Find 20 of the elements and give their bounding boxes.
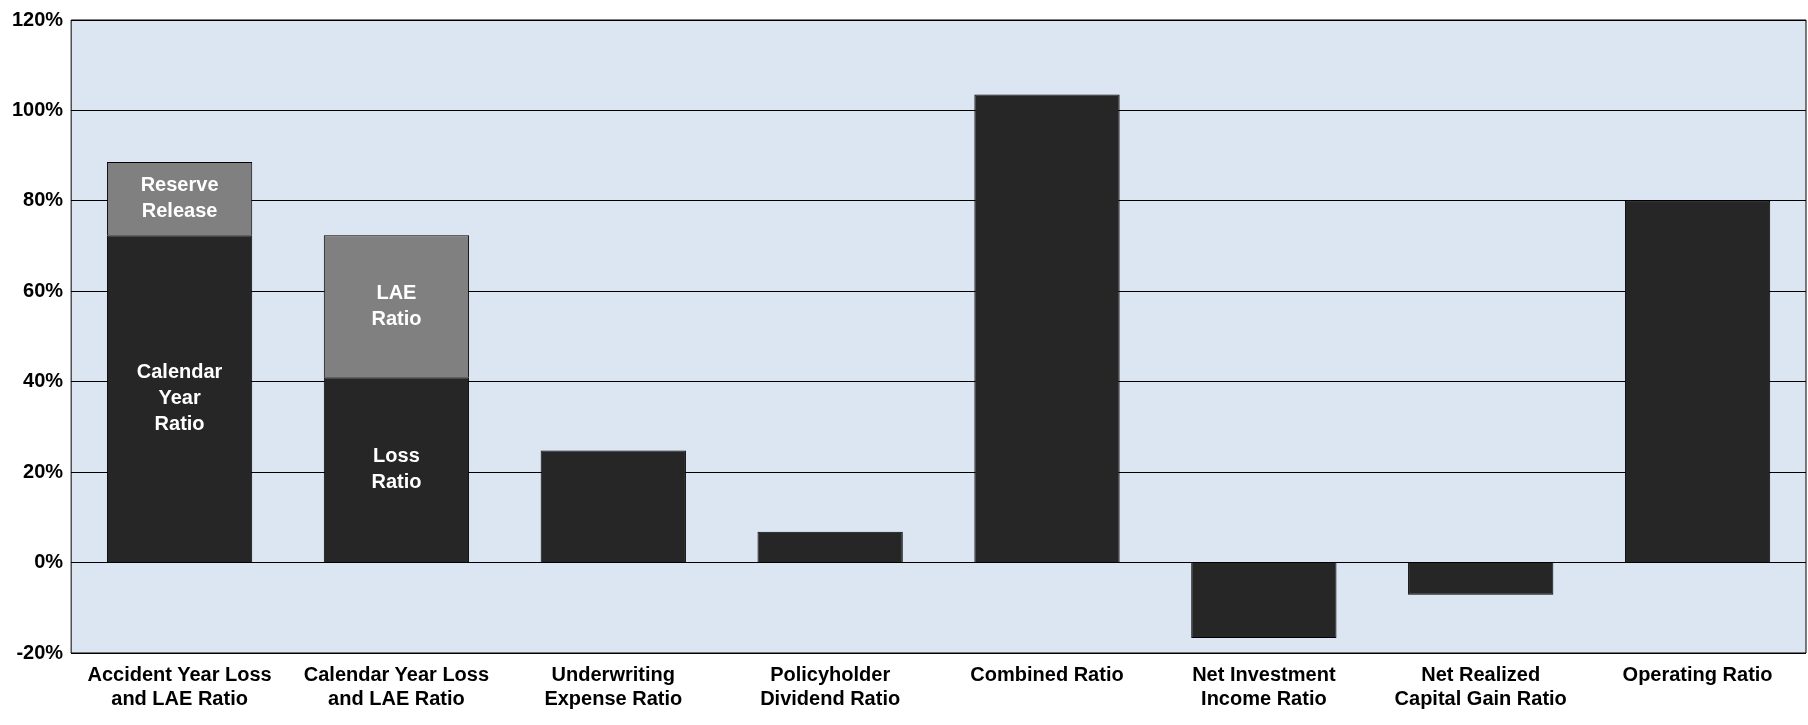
y-tick-label: -20% [16, 640, 64, 663]
data-label: Reserve Release [140, 173, 219, 222]
y-tick-label: 60% [23, 278, 64, 301]
data-label: Calendar Year Ratio [136, 360, 223, 435]
x-tick-label: Underwriting Expense Ratio [544, 662, 683, 709]
x-tick-label: Policyholder Dividend Ratio [760, 662, 901, 709]
y-tick-label: 40% [23, 369, 64, 392]
y-tick-label: 80% [23, 188, 64, 211]
x-tick-label: Operating Ratio [1622, 662, 1773, 685]
x-tick-label: Net Investment Income Ratio [1192, 662, 1336, 709]
x-tick-label: Calendar Year Loss and LAE Ratio [303, 662, 490, 709]
y-tick-label: 0% [34, 550, 64, 573]
x-tick-label: Accident Year Loss and LAE Ratio [87, 662, 272, 709]
x-tick-label: Combined Ratio [970, 662, 1124, 685]
y-tick-label: 20% [23, 459, 64, 482]
y-tick-label: 100% [12, 97, 64, 120]
data-label: Loss Ratio [371, 444, 422, 493]
x-tick-label: Net Realized Capital Gain Ratio [1394, 662, 1567, 709]
y-tick-label: 120% [12, 7, 64, 30]
data-label: LAE Ratio [371, 280, 422, 329]
